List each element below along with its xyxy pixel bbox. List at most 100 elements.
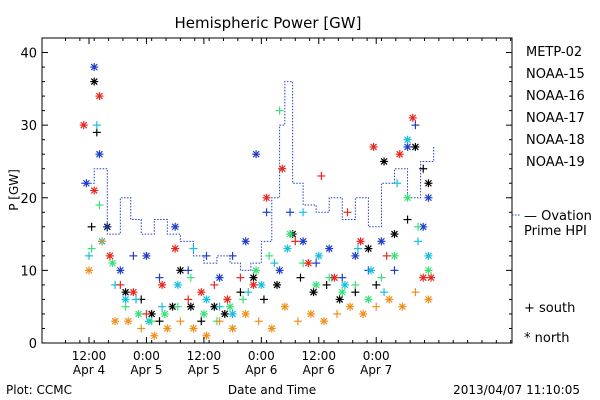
data-point-noaa-17 — [286, 230, 295, 239]
data-point-noaa-15 — [411, 121, 420, 130]
y-tick-label: 20 — [20, 192, 37, 207]
data-point-noaa-19 — [356, 237, 365, 246]
data-point-noaa-19 — [304, 259, 313, 268]
data-point-noaa-19 — [427, 273, 436, 282]
marker-d2 — [304, 259, 312, 267]
marker-d2 — [229, 310, 237, 318]
data-point-metp-02 — [147, 309, 156, 318]
data-point-noaa-19 — [291, 237, 300, 246]
data-point-noaa-16 — [215, 302, 224, 311]
marker-d2 — [404, 194, 411, 202]
data-point-noaa-16 — [132, 295, 140, 304]
data-point-noaa-17 — [95, 201, 104, 210]
data-point-noaa-18 — [254, 317, 263, 326]
data-point-noaa-16 — [403, 135, 412, 144]
marker-d2 — [385, 296, 393, 303]
marker-d2 — [257, 281, 265, 289]
data-point-noaa-18 — [411, 288, 420, 297]
data-point-noaa-16 — [173, 280, 182, 289]
marker-d2 — [161, 310, 169, 318]
marker-d2 — [200, 310, 208, 318]
marker-d2 — [96, 92, 103, 100]
data-point-noaa-16 — [424, 251, 433, 260]
marker-d2 — [171, 223, 179, 231]
data-point-metp-02 — [424, 179, 433, 188]
data-point-metp-02 — [197, 317, 206, 326]
legend-hpi-label: Prime HPI — [524, 224, 587, 239]
x-tick-label-time: 0:00 — [133, 349, 160, 363]
data-point-noaa-19 — [158, 280, 167, 289]
data-point-noaa-16 — [283, 244, 292, 253]
data-point-noaa-15 — [262, 208, 271, 217]
marker-d2 — [150, 332, 158, 340]
marker-d2 — [396, 150, 404, 158]
data-point-noaa-15 — [325, 244, 334, 253]
data-point-noaa-15 — [228, 251, 237, 260]
data-point-noaa-19 — [197, 288, 206, 297]
marker-d2 — [90, 63, 98, 71]
data-point-metp-02 — [249, 273, 258, 282]
data-point-metp-02 — [411, 142, 420, 151]
data-point-noaa-17 — [108, 259, 117, 268]
data-point-noaa-19 — [249, 280, 258, 289]
data-point-noaa-17 — [134, 309, 143, 318]
marker-d2 — [425, 266, 432, 274]
marker-d2 — [169, 303, 176, 311]
marker-d2 — [223, 296, 231, 303]
marker-d2 — [299, 237, 307, 245]
marker-d2 — [242, 310, 250, 318]
data-point-noaa-15 — [142, 251, 151, 260]
data-point-noaa-18 — [228, 324, 237, 333]
marker-d2 — [163, 325, 171, 332]
data-point-noaa-16 — [340, 280, 349, 289]
y-tick-label: 40 — [20, 47, 37, 62]
data-point-noaa-16 — [314, 251, 323, 260]
data-point-noaa-15 — [424, 193, 433, 202]
legend-marker-north: * north — [524, 331, 570, 346]
data-point-noaa-15 — [252, 150, 261, 159]
data-point-noaa-15 — [377, 237, 386, 246]
data-point-noaa-16 — [202, 295, 211, 304]
x-tick-label-date: Apr 6 — [303, 363, 335, 377]
data-point-noaa-19 — [129, 288, 138, 297]
x-tick-label-time: 0:00 — [363, 349, 390, 363]
marker-d2 — [391, 252, 398, 260]
marker-d2 — [210, 303, 218, 311]
marker-d2 — [135, 310, 143, 318]
marker-d2 — [174, 281, 182, 289]
marker-d2 — [273, 281, 281, 289]
data-point-noaa-16 — [189, 244, 198, 253]
marker-d2 — [96, 150, 103, 158]
data-point-noaa-17 — [338, 288, 347, 297]
data-point-noaa-18 — [202, 331, 211, 340]
data-point-noaa-16 — [299, 208, 308, 217]
marker-d2 — [425, 296, 432, 303]
data-point-noaa-19 — [262, 193, 271, 202]
data-point-noaa-17 — [364, 295, 373, 304]
marker-d2 — [378, 237, 385, 245]
data-point-noaa-18 — [372, 302, 381, 311]
data-point-metp-02 — [380, 157, 389, 166]
marker-d2 — [364, 296, 372, 303]
marker-d2 — [176, 266, 184, 274]
marker-d2 — [124, 317, 132, 325]
marker-d2 — [148, 310, 156, 318]
data-point-noaa-17 — [390, 251, 399, 260]
chart-title: Hemispheric Power [GW] — [175, 14, 362, 32]
data-point-noaa-16 — [367, 266, 375, 275]
data-point-noaa-15 — [103, 222, 112, 231]
marker-d2 — [419, 223, 427, 231]
data-point-noaa-19 — [408, 113, 417, 122]
legend-hpi-label: — Ovation — [524, 209, 592, 224]
data-point-noaa-17 — [173, 302, 182, 311]
data-point-noaa-17 — [160, 309, 169, 318]
marker-d2 — [82, 179, 90, 187]
legend-marker-south: + south — [524, 301, 575, 316]
marker-d2 — [229, 325, 237, 332]
data-point-noaa-19 — [330, 273, 339, 282]
marker-d2 — [380, 158, 388, 165]
marker-d2 — [129, 288, 137, 296]
legend-item-noaa-19: NOAA-19 — [526, 155, 585, 170]
marker-d2 — [404, 143, 411, 151]
marker-d2 — [391, 230, 398, 238]
